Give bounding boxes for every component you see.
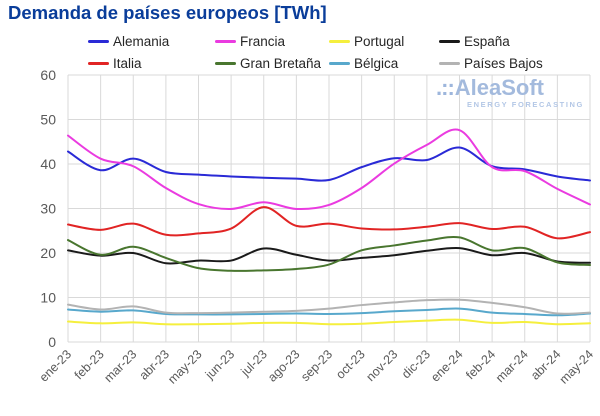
legend-item-italia: Italia (88, 56, 215, 71)
series-line-gran-bretaña (67, 236, 591, 272)
legend-label: Francia (240, 33, 286, 49)
x-tick-label: may-24 (557, 347, 596, 386)
legend-label: España (464, 33, 510, 49)
legend-swatch-bélgica (329, 61, 350, 65)
legend-swatch-alemania (88, 39, 109, 43)
series-line-españa (67, 246, 591, 265)
legend-label: Alemania (113, 33, 170, 49)
legend-item-alemania: Alemania (88, 34, 215, 49)
x-tick-label: may-23 (165, 347, 204, 386)
y-tick-label: 50 (40, 112, 56, 128)
legend-item-gran-bretaña: Gran Bretaña (215, 56, 329, 71)
legend-swatch-gran-bretaña (215, 61, 236, 65)
series-line-francia (67, 128, 591, 211)
y-tick-label: 10 (40, 290, 56, 306)
y-tick-label: 40 (40, 156, 56, 172)
legend-swatch-españa (439, 39, 460, 43)
legend-item-bélgica: Bélgica (329, 56, 439, 71)
chart-title: Demanda de países europeos [TWh] (8, 2, 327, 23)
x-tick-label: sep-23 (298, 347, 335, 384)
logo-brand: AleaSoft (454, 75, 545, 100)
x-tick-label: jun-23 (202, 347, 237, 382)
legend-item-españa: España (439, 34, 579, 49)
series-line-alemania (67, 146, 591, 182)
legend-swatch-italia (88, 61, 109, 65)
legend-item-francia: Francia (215, 34, 329, 49)
aleasoft-logo: .:: AleaSoft ENERGY FORECASTING (436, 77, 586, 109)
logo-main: .:: AleaSoft (436, 77, 586, 99)
x-tick-label: ago-23 (265, 347, 302, 384)
x-tick-label: dic-23 (399, 347, 433, 381)
legend-swatch-países-bajos (439, 61, 460, 65)
x-tick-label: nov-23 (363, 347, 400, 384)
x-tick-label: feb-23 (72, 347, 107, 382)
series-line-bélgica (67, 307, 591, 317)
x-tick-label: ene-24 (428, 347, 465, 384)
legend-item-países-bajos: Países Bajos (439, 56, 579, 71)
x-tick-label: mar-23 (101, 347, 139, 385)
logo-tagline: ENERGY FORECASTING (466, 100, 584, 109)
y-tick-label: 60 (40, 67, 56, 83)
x-tick-label: feb-24 (463, 347, 498, 382)
y-tick-label: 20 (40, 245, 56, 261)
legend-label: Italia (113, 55, 142, 71)
legend-swatch-portugal (329, 39, 350, 43)
legend-label: Gran Bretaña (240, 55, 322, 71)
legend-label: Países Bajos (464, 55, 543, 71)
legend: Alemania Francia Portugal España Italia Gran … (88, 30, 579, 74)
series-line-países-bajos (67, 298, 591, 315)
y-tick-label: 0 (48, 334, 56, 350)
x-tick-label: mar-24 (493, 347, 531, 385)
x-tick-label: ene-23 (37, 347, 74, 384)
series-line-portugal (67, 318, 591, 326)
legend-label: Bélgica (354, 55, 399, 71)
x-tick-label: oct-23 (333, 347, 367, 381)
legend-swatch-francia (215, 39, 236, 43)
legend-label: Portugal (354, 33, 405, 49)
series-line-italia (67, 206, 591, 240)
legend-item-portugal: Portugal (329, 34, 439, 49)
logo-dots-icon: .:: (436, 75, 455, 100)
y-tick-label: 30 (40, 201, 56, 217)
